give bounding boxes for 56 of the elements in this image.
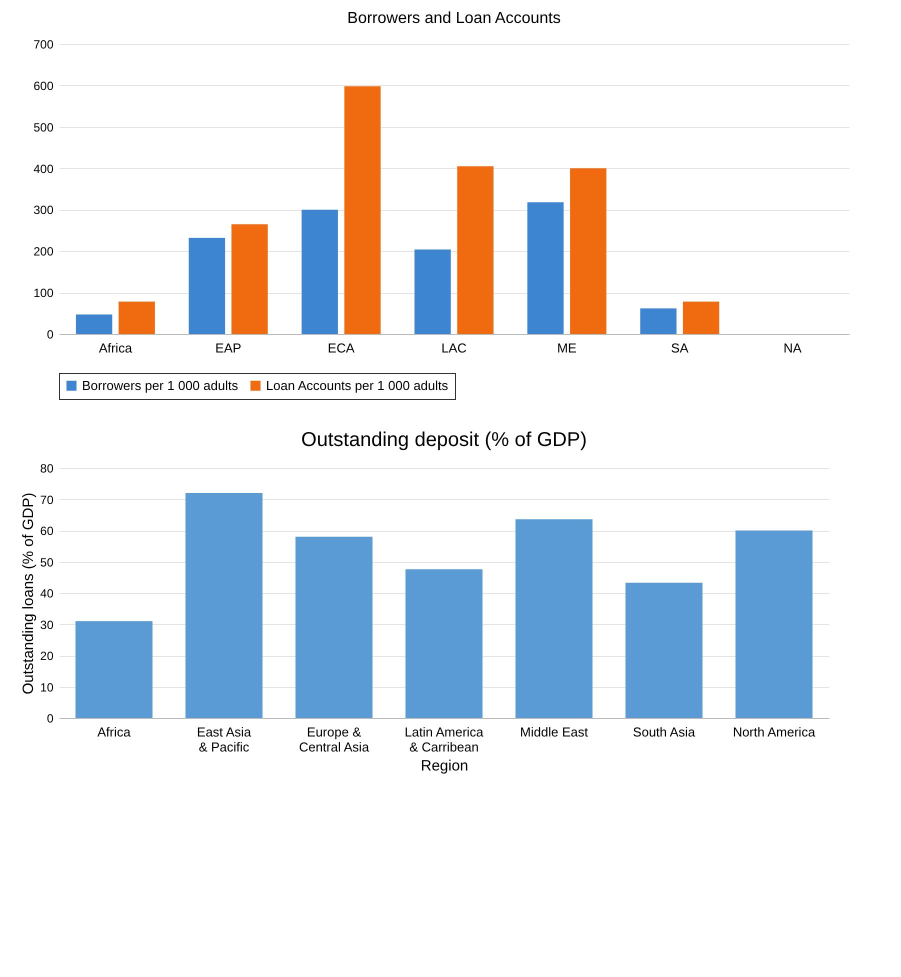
x-tick-label: ME bbox=[557, 340, 577, 356]
x-tick-label: Latin America & Carribean bbox=[404, 724, 484, 754]
bar bbox=[186, 493, 262, 718]
y-tick-label: 400 bbox=[33, 162, 54, 176]
bar bbox=[640, 308, 677, 334]
y-tick-label: 30 bbox=[40, 618, 54, 632]
legend-label: Borrowers per 1 000 adults bbox=[82, 378, 239, 393]
x-tick-label: Europe & Central Asia bbox=[298, 724, 370, 754]
x-tick-label: Middle East bbox=[520, 724, 588, 740]
y-tick-label: 40 bbox=[40, 586, 54, 600]
x-tick-label: EAP bbox=[215, 340, 242, 356]
bar bbox=[414, 249, 451, 334]
y-tick-label: 100 bbox=[33, 286, 54, 300]
y-tick-label: 50 bbox=[40, 555, 54, 570]
y-tick-label: 80 bbox=[40, 462, 54, 476]
bar bbox=[118, 302, 155, 334]
x-tick-label: Africa bbox=[97, 724, 132, 740]
y-tick-label: 60 bbox=[40, 524, 54, 538]
x-tick-label: LAC bbox=[441, 340, 467, 356]
bar bbox=[626, 582, 702, 718]
y-tick-label: 10 bbox=[40, 680, 54, 694]
x-tick-label: South Asia bbox=[632, 724, 696, 740]
y-axis-title: Outstanding loans (% of GDP) bbox=[20, 492, 38, 694]
bar bbox=[682, 302, 720, 334]
x-tick-label: SA bbox=[671, 340, 689, 356]
bar bbox=[302, 210, 338, 334]
bar bbox=[406, 569, 482, 718]
y-tick-label: 600 bbox=[33, 78, 54, 93]
bar bbox=[516, 519, 592, 718]
bar bbox=[76, 621, 152, 718]
x-tick-label: East Asia & Pacific bbox=[196, 724, 252, 754]
chart-title: Outstanding deposit (% of GDP) bbox=[301, 429, 587, 451]
y-tick-label: 700 bbox=[33, 38, 54, 52]
chart-title: Borrowers and Loan Accounts bbox=[347, 10, 561, 27]
bar bbox=[344, 86, 381, 334]
bar bbox=[527, 202, 564, 334]
bar bbox=[457, 166, 494, 334]
y-tick-label: 20 bbox=[40, 649, 54, 663]
y-tick-label: 0 bbox=[46, 712, 54, 726]
bar bbox=[188, 238, 226, 334]
bar bbox=[76, 314, 112, 334]
x-tick-label: Africa bbox=[98, 340, 133, 356]
legend-label: Loan Accounts per 1 000 adults bbox=[266, 378, 449, 393]
bar bbox=[736, 530, 812, 718]
bar bbox=[570, 168, 606, 334]
x-tick-label: North America bbox=[732, 724, 816, 740]
y-tick-label: 200 bbox=[33, 244, 54, 259]
x-axis-title: Region bbox=[420, 758, 468, 774]
y-tick-label: 0 bbox=[46, 328, 54, 342]
y-tick-label: 500 bbox=[33, 120, 54, 134]
bar bbox=[296, 536, 372, 718]
x-tick-label: NA bbox=[784, 340, 802, 356]
x-tick-label: ECA bbox=[328, 340, 355, 356]
y-tick-label: 300 bbox=[33, 203, 54, 218]
bar bbox=[231, 224, 268, 334]
y-tick-label: 70 bbox=[40, 492, 54, 507]
